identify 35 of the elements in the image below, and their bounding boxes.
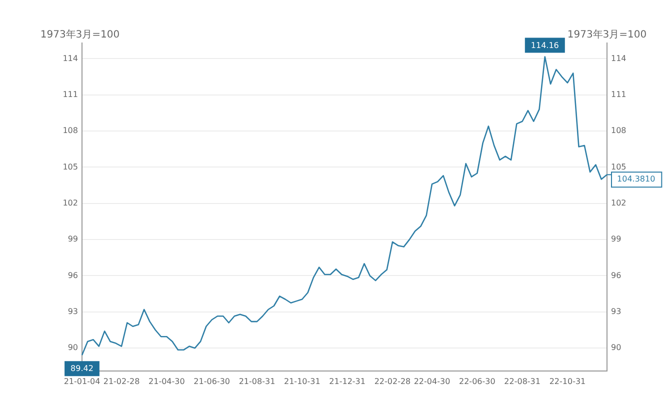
y-tick-label: 108 xyxy=(62,126,78,136)
annotation: 89.42 xyxy=(70,364,94,374)
y2-tick-label: 105 xyxy=(611,162,626,172)
y2-tick-label: 108 xyxy=(611,126,626,136)
x-tick-label: 21-02-28 xyxy=(103,376,140,386)
y-tick-label: 111 xyxy=(62,90,78,99)
y2-tick-label: 96 xyxy=(611,270,622,280)
y2-tick-label: 111 xyxy=(611,90,626,99)
y2-tick-label: 90 xyxy=(611,343,622,352)
y-tick-label: 93 xyxy=(68,306,78,316)
x-tick-label: 22-04-30 xyxy=(414,376,450,386)
y-axis-title: 1973年3月=100 xyxy=(40,28,120,41)
y-tick-label: 105 xyxy=(62,162,78,172)
x-tick-label: 21-10-31 xyxy=(284,376,320,386)
x-tick-label: 21-12-31 xyxy=(329,376,366,386)
x-tick-label: 21-01-04 xyxy=(64,376,100,386)
y2-tick-label: 99 xyxy=(611,234,622,244)
text: 104.3810 xyxy=(617,174,656,184)
x-tick-label: 22-06-30 xyxy=(459,376,496,386)
x-tick-label: 22-10-31 xyxy=(549,376,586,386)
y2-tick-label: 102 xyxy=(611,198,626,208)
x-tick-label: 22-02-28 xyxy=(374,376,411,386)
y-tick-label: 99 xyxy=(68,234,78,244)
y-tick-label: 96 xyxy=(68,270,78,280)
x-tick-label: 21-04-30 xyxy=(148,376,185,386)
x-tick-label: 22-08-31 xyxy=(504,376,540,386)
y-tick-label: 90 xyxy=(68,343,78,352)
x-tick-label: 21-08-31 xyxy=(238,376,276,386)
y2-axis-title: 1973年3月=100 xyxy=(567,28,647,41)
y-tick-label: 102 xyxy=(62,198,78,208)
y2-tick-label: 114 xyxy=(611,54,626,63)
annotation: 114.16 xyxy=(530,40,559,50)
x-tick-label: 21-06-30 xyxy=(194,376,230,386)
y2-tick-label: 93 xyxy=(611,306,622,316)
y-tick-label: 114 xyxy=(62,54,78,63)
